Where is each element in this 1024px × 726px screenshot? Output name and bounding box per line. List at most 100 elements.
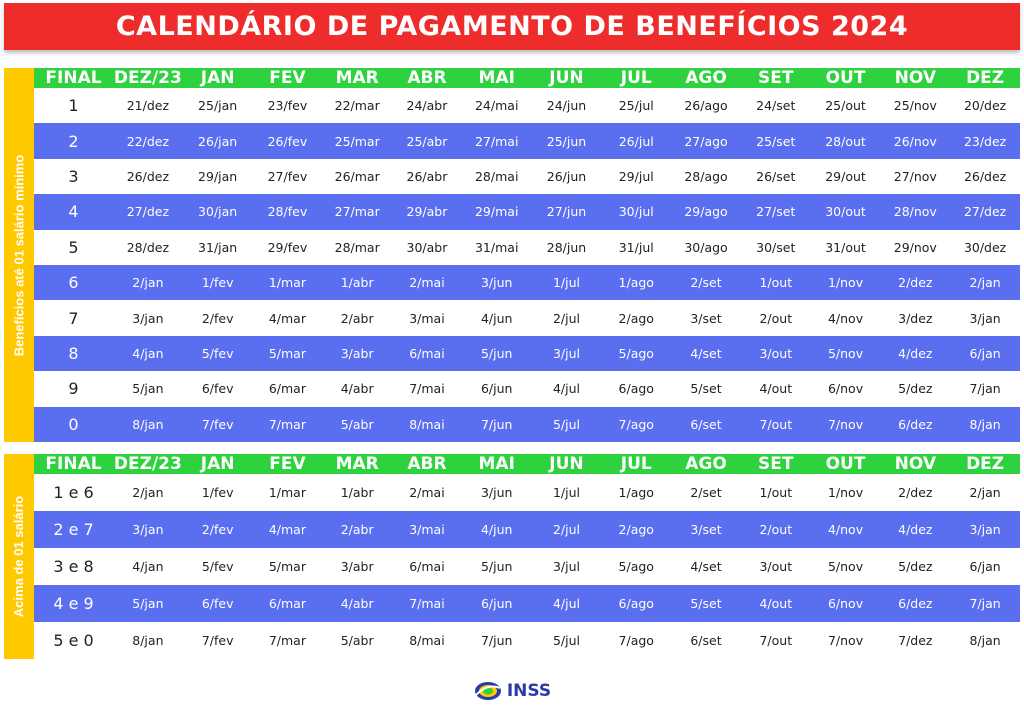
column-header: DEZ [950,68,1020,88]
table-row: 6 2/jan 1/fev 1/mar 1/abr 2/mai 3/jun 1/jul 1/ag… [34,264,1020,301]
payment-date-cell: 31/jul [601,229,672,265]
payment-date-cell: 24/jun [531,88,602,124]
payment-date-cell: 1/nov [810,474,881,511]
column-header: DEZ/23 [113,68,183,88]
payment-date-cell: 6/mar [252,371,323,407]
payment-date-cell: 5/mar [252,335,323,372]
payment-date-cell: 2/set [671,264,741,301]
payment-date-cell: 4/jun [461,511,532,548]
payment-date-cell: 3/jun [461,264,532,301]
payment-date-cell: 2/dez [880,264,951,301]
payment-date-cell: 28/fev [252,194,323,230]
payment-date-cell: 26/jul [601,123,672,159]
payment-date-cell: 1/mar [252,474,323,511]
final-digit-cell: 7 [34,300,113,336]
payment-date-cell: 24/mai [461,88,532,124]
payment-date-cell: 27/dez [113,194,183,230]
payment-date-cell: 4/mar [252,511,323,548]
payment-date-cell: 2/jan [950,264,1020,301]
payment-date-cell: 8/jan [113,406,183,442]
table-row: 8 4/jan 5/fev 5/mar 3/abr 6/mai 5/jun 3/jul 5/ag… [34,335,1020,372]
payment-date-cell: 2/mai [392,264,462,301]
final-digit-cell: 2 e 7 [34,511,113,548]
payment-date-cell: 5/jan [113,371,183,407]
column-header: JUN [531,68,602,88]
payment-date-cell: 5/set [671,585,741,622]
payment-date-cell: 3/jan [950,300,1020,336]
payment-date-cell: 5/jun [461,335,532,372]
payment-date-cell: 3/dez [880,300,951,336]
payment-date-cell: 5/jul [531,622,602,659]
table-row: 5 e 0 8/jan 7/fev 7/mar 5/abr 8/mai 7/jun 5/jul… [34,622,1020,659]
payment-date-cell: 7/nov [810,622,881,659]
payment-date-cell: 7/ago [601,622,672,659]
table-row: 1 e 6 2/jan 1/fev 1/mar 1/abr 2/mai 3/jun 1/jul… [34,474,1020,511]
column-header: ABR [392,68,462,88]
payment-date-cell: 28/out [810,123,881,159]
payment-date-cell: 6/set [671,622,741,659]
payment-date-cell: 6/jun [461,371,532,407]
payment-table-minimum-wage: FINAL DEZ/23 JAN FEV MAR ABR MAI JUN JUL AGO SET OU… [34,68,1020,442]
payment-date-cell: 22/mar [322,88,393,124]
table-row: 0 8/jan 7/fev 7/mar 5/abr 8/mai 7/jun 5/jul 7/ag… [34,406,1020,442]
payment-date-cell: 5/dez [880,548,951,585]
payment-date-cell: 2/out [740,511,811,548]
column-header: OUT [810,454,881,474]
payment-date-cell: 27/jun [531,194,602,230]
payment-date-cell: 5/set [671,371,741,407]
payment-date-cell: 6/nov [810,371,881,407]
payment-date-cell: 27/nov [880,158,951,195]
column-header: JUL [601,454,672,474]
payment-date-cell: 27/fev [252,158,323,195]
payment-date-cell: 1/fev [182,474,253,511]
payment-date-cell: 4/mar [252,300,323,336]
payment-date-cell: 3/mai [392,511,462,548]
payment-date-cell: 2/out [740,300,811,336]
column-header: MAR [322,454,393,474]
payment-date-cell: 5/fev [182,548,253,585]
payment-date-cell: 29/jan [182,158,253,195]
payment-date-cell: 29/out [810,158,881,195]
payment-date-cell: 28/dez [113,229,183,265]
payment-date-cell: 1/abr [322,474,393,511]
payment-date-cell: 3/jan [113,511,183,548]
payment-date-cell: 3/mai [392,300,462,336]
payment-date-cell: 6/ago [601,585,672,622]
payment-date-cell: 2/ago [601,300,672,336]
payment-date-cell: 30/out [810,194,881,230]
payment-date-cell: 7/jan [950,371,1020,407]
payment-date-cell: 7/mai [392,371,462,407]
table-row: 9 5/jan 6/fev 6/mar 4/abr 7/mai 6/jun 4/jul 6/ag… [34,371,1020,407]
payment-date-cell: 31/mai [461,229,532,265]
payment-date-cell: 7/jan [950,585,1020,622]
payment-date-cell: 3/jul [531,335,602,372]
payment-date-cell: 3/set [671,300,741,336]
column-header: NOV [880,454,951,474]
payment-date-cell: 3/jan [113,300,183,336]
table-row: 2 e 7 3/jan 2/fev 4/mar 2/abr 3/mai 4/jun 2/jul… [34,511,1020,548]
payment-date-cell: 6/mai [392,548,462,585]
payment-date-cell: 5/fev [182,335,253,372]
payment-date-cell: 25/out [810,88,881,124]
payment-date-cell: 26/set [740,158,811,195]
payment-date-cell: 4/dez [880,335,951,372]
payment-date-cell: 29/ago [671,194,741,230]
payment-date-cell: 6/dez [880,585,951,622]
payment-date-cell: 3/set [671,511,741,548]
column-header: FEV [252,454,323,474]
payment-date-cell: 7/ago [601,406,672,442]
title-banner: CALENDÁRIO DE PAGAMENTO DE BENEFÍCIOS 20… [4,3,1020,50]
payment-date-cell: 2/fev [182,300,253,336]
payment-date-cell: 5/jul [531,406,602,442]
section-up-to-minimum-wage: Benefícios até 01 salário mínimo FINAL DE… [4,68,1020,442]
section-side-label: Acima de 01 salário [11,495,27,618]
payment-date-cell: 2/fev [182,511,253,548]
payment-date-cell: 2/mai [392,474,462,511]
payment-date-cell: 3/jan [950,511,1020,548]
column-header: AGO [671,68,741,88]
payment-date-cell: 2/set [671,474,741,511]
payment-date-cell: 8/jan [950,406,1020,442]
payment-date-cell: 7/mai [392,585,462,622]
payment-date-cell: 26/jun [531,158,602,195]
table-row: 7 3/jan 2/fev 4/mar 2/abr 3/mai 4/jun 2/jul 2/ag… [34,300,1020,336]
